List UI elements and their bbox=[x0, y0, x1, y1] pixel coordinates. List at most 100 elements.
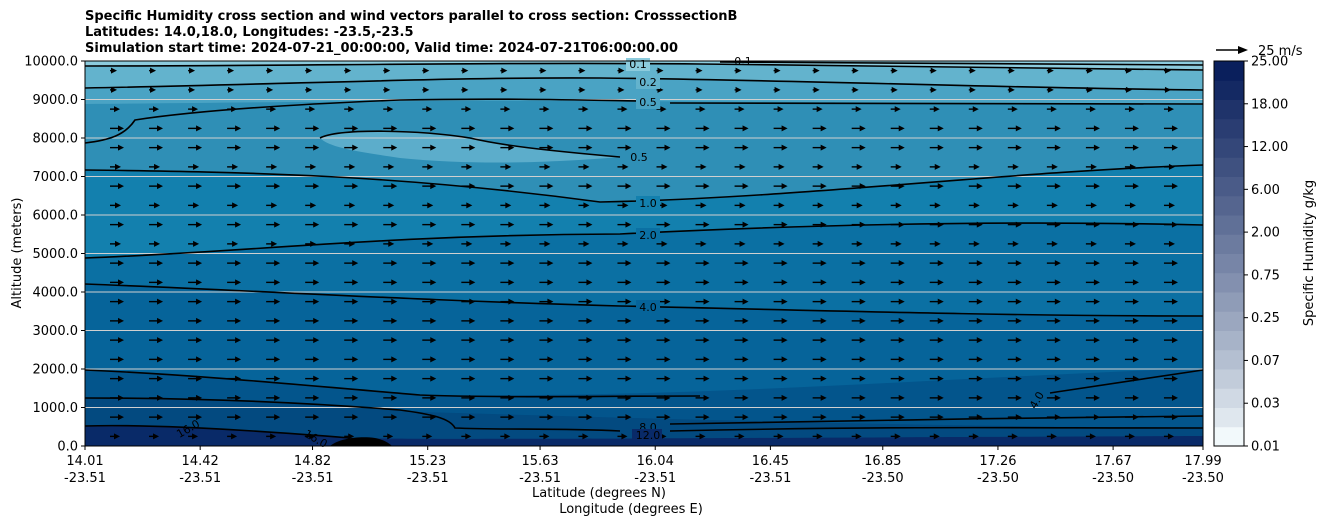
wind-arrow bbox=[1085, 106, 1096, 113]
terrain bbox=[330, 437, 392, 446]
wind-arrow bbox=[344, 202, 356, 209]
wind-arrow bbox=[305, 240, 317, 247]
wind-arrow bbox=[890, 144, 905, 151]
wind-arrow bbox=[656, 394, 671, 401]
wind-arrow bbox=[500, 202, 512, 209]
y-tick-label: 0.0 bbox=[57, 440, 78, 455]
chart-title-line-2: Latitudes: 14.0,18.0, Longitudes: -23.5,… bbox=[85, 25, 414, 40]
wind-arrow bbox=[188, 240, 200, 247]
wind-arrow bbox=[227, 240, 239, 247]
wind-arrow bbox=[773, 221, 788, 228]
wind-arrow bbox=[812, 125, 827, 132]
wind-arrow bbox=[929, 433, 940, 440]
wind-arrow bbox=[578, 240, 590, 247]
wind-arrow bbox=[812, 337, 827, 344]
wind-arrow bbox=[461, 240, 473, 247]
contour-0.1-b bbox=[719, 61, 1203, 66]
wind-arrow bbox=[617, 337, 632, 344]
wind-arrow bbox=[539, 337, 554, 344]
wind-arrow bbox=[461, 86, 469, 93]
wind-arrow bbox=[695, 221, 710, 228]
colorbar-segment bbox=[1214, 253, 1244, 274]
colorbar-segment bbox=[1214, 234, 1244, 254]
wind-arrow bbox=[500, 144, 515, 151]
wind-arrow bbox=[1163, 144, 1178, 151]
x-tick-label-lon: -23.51 bbox=[179, 471, 221, 486]
wind-arrow bbox=[500, 67, 508, 74]
wind-arrow bbox=[1007, 317, 1022, 324]
wind-arrow bbox=[539, 86, 547, 93]
wind-arrow bbox=[1085, 67, 1093, 74]
y-tick-label: 7000.0 bbox=[33, 170, 79, 185]
wind-arrow bbox=[461, 356, 476, 363]
wind-arrow bbox=[890, 356, 905, 363]
wind-arrow bbox=[929, 183, 944, 190]
colorbar-segment bbox=[1214, 138, 1244, 158]
wind-arrow bbox=[812, 356, 827, 363]
wind-arrow bbox=[656, 260, 671, 267]
wind-arrow bbox=[968, 375, 983, 382]
contour-8.0-a bbox=[85, 369, 701, 398]
wind-arrow bbox=[1163, 240, 1175, 247]
wind-arrow bbox=[812, 375, 827, 382]
wind-arrow bbox=[227, 221, 242, 228]
wind-arrow bbox=[773, 433, 784, 440]
wind-arrow bbox=[227, 125, 242, 132]
wind-arrow bbox=[968, 221, 983, 228]
wind-arrow bbox=[851, 433, 862, 440]
wind-arrow bbox=[422, 163, 434, 170]
wind-arrow bbox=[656, 67, 664, 74]
wind-arrow bbox=[500, 279, 515, 286]
wind-arrow bbox=[305, 298, 320, 305]
wind-arrow bbox=[344, 240, 356, 247]
wind-arrow bbox=[1007, 298, 1022, 305]
wind-arrow bbox=[383, 298, 398, 305]
wind-arrow bbox=[383, 86, 391, 93]
wind-arrow bbox=[227, 337, 242, 344]
wind-arrow bbox=[929, 375, 944, 382]
wind-arrow bbox=[266, 86, 274, 93]
wind-arrow bbox=[1007, 144, 1022, 151]
colorbar-segment bbox=[1214, 195, 1244, 216]
wind-arrow bbox=[851, 67, 859, 74]
wind-arrow bbox=[1085, 279, 1100, 286]
wind-arrow bbox=[1085, 163, 1097, 170]
wind-arrow bbox=[1046, 163, 1058, 170]
wind-arrow bbox=[890, 125, 905, 132]
contour-0.2 bbox=[85, 77, 1203, 91]
wind-arrow bbox=[617, 67, 625, 74]
wind-arrow bbox=[305, 394, 320, 401]
wind-arrow bbox=[1085, 298, 1100, 305]
wind-arrow bbox=[812, 260, 827, 267]
colorbar-segment bbox=[1214, 407, 1244, 428]
colorbar-tick-label: 0.25 bbox=[1251, 311, 1280, 326]
wind-arrow bbox=[422, 106, 433, 113]
wind-arrow bbox=[1163, 67, 1171, 74]
wind-arrow bbox=[1007, 67, 1015, 74]
colorbar-segment bbox=[1214, 61, 1244, 81]
wind-arrow bbox=[500, 125, 515, 132]
wind-arrow bbox=[110, 356, 124, 363]
wind-arrow bbox=[188, 202, 200, 209]
colorbar-segment bbox=[1214, 311, 1244, 331]
wind-arrow bbox=[773, 375, 788, 382]
wind-arrow bbox=[773, 279, 788, 286]
wind-arrow bbox=[188, 394, 203, 401]
wind-arrow bbox=[227, 414, 242, 421]
wind-arrow bbox=[266, 337, 281, 344]
wind-arrow bbox=[1046, 279, 1061, 286]
wind-arrow bbox=[344, 414, 359, 421]
wind-arrow bbox=[422, 125, 437, 132]
wind-arrow bbox=[110, 414, 124, 421]
wind-arrow bbox=[383, 279, 398, 286]
wind-arrow bbox=[734, 163, 746, 170]
colorbar-segment bbox=[1214, 176, 1244, 197]
wind-arrow bbox=[1124, 298, 1139, 305]
wind-arrow bbox=[110, 337, 124, 344]
wind-arrow bbox=[812, 394, 827, 401]
contour-0.1 bbox=[85, 62, 1203, 71]
wind-arrow bbox=[188, 317, 203, 324]
wind-arrow bbox=[929, 279, 944, 286]
wind-arrow bbox=[851, 394, 866, 401]
wind-arrow bbox=[578, 279, 593, 286]
